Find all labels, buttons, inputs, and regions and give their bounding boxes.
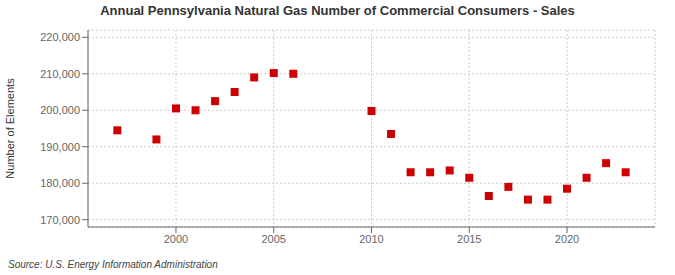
svg-text:2010: 2010 [359,233,383,245]
svg-text:220,000: 220,000 [40,31,80,43]
svg-text:2000: 2000 [164,233,188,245]
html-text:Source: U.S. Energy Informatio: Source: U.S. Energy Information Administ… [8,259,218,270]
svg-text:190,000: 190,000 [40,141,80,153]
svg-text:2015: 2015 [457,233,481,245]
svg-text:170,000: 170,000 [40,214,80,226]
html-text:Annual Pennsylvania Natural Ga: Annual Pennsylvania Natural Gas Number o… [100,3,575,18]
svg-text:Number of Elements: Number of Elements [8,78,16,179]
svg-text:2005: 2005 [261,233,285,245]
svg-text:2020: 2020 [555,233,579,245]
svg-text:180,000: 180,000 [40,177,80,189]
svg-text:210,000: 210,000 [40,68,80,80]
svg-text:200,000: 200,000 [40,104,80,116]
